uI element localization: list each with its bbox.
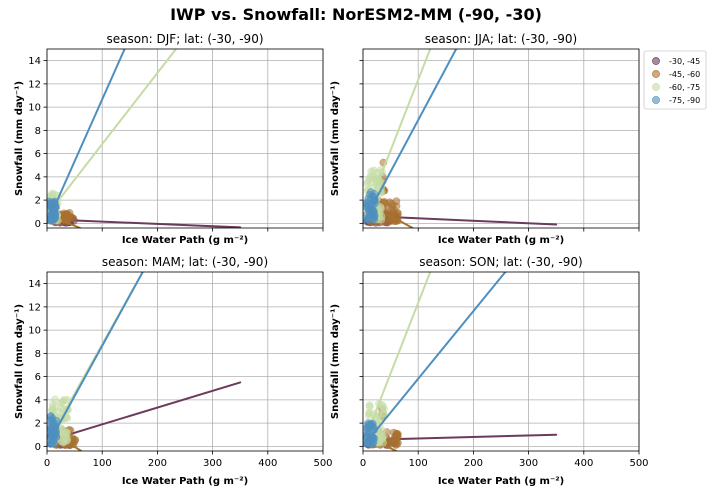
y-tick-label: 10	[28, 103, 41, 114]
y-tick-label: 4	[35, 395, 41, 406]
plot-area	[363, 49, 558, 228]
plot-area	[363, 272, 558, 451]
legend-label: -45, -60	[669, 70, 700, 79]
y-tick-label: 14	[28, 279, 41, 290]
scatter-point	[51, 395, 59, 404]
legend-label: -60, -75	[669, 83, 700, 92]
series-3	[47, 272, 144, 448]
axes-frame	[46, 48, 324, 229]
y-tick-label: 8	[35, 349, 41, 360]
y-tick-label: 2	[35, 196, 41, 207]
x-tick-label: 400	[574, 458, 593, 469]
panel-title: season: JJA; lat: (-30, -90)	[425, 32, 577, 46]
legend-marker	[652, 57, 660, 65]
series-2	[47, 49, 178, 225]
fit-line	[363, 49, 458, 225]
series-3	[47, 49, 126, 225]
fit-line	[47, 218, 242, 228]
fit-line	[363, 272, 507, 448]
y-tick-label: 0	[35, 442, 41, 453]
panel-title: season: SON; lat: (-30, -90)	[419, 255, 582, 269]
y-axis-label: Snowfall (mm day⁻¹)	[14, 81, 25, 196]
panel-3: 0 100 200 300 400 500 season: SON; lat: (-30, …	[330, 255, 649, 487]
legend-marker	[652, 70, 660, 78]
axes-frame	[362, 48, 640, 229]
scatter-point	[59, 397, 68, 406]
panel-2: 0 100 200 300 400 500 0 2 4 6 8 10 12 14 season: MAM; …	[14, 255, 333, 487]
x-tick-label: 0	[360, 458, 366, 469]
scatter-point	[48, 404, 57, 413]
y-tick-label: 12	[28, 79, 41, 90]
plot-area	[47, 272, 242, 451]
panels-group: 0 2 4 6 8 10 12 14 season: DJF; lat: (-30, -90) I…	[14, 32, 649, 487]
y-axis-label: Snowfall (mm day⁻¹)	[330, 304, 341, 419]
x-tick-label: 300	[519, 458, 538, 469]
scatter-point	[377, 212, 386, 221]
x-axis-label: Ice Water Path (g m⁻²)	[122, 235, 248, 246]
y-tick-label: 14	[28, 56, 41, 67]
scatter-point	[71, 436, 80, 444]
panel-0: 0 2 4 6 8 10 12 14 season: DJF; lat: (-30, -90) I…	[14, 32, 324, 246]
x-tick-label: 200	[148, 458, 167, 469]
scatter-point	[388, 201, 397, 210]
series-3	[363, 49, 458, 225]
x-axis-label: Ice Water Path (g m⁻²)	[438, 476, 564, 487]
axes-frame	[362, 271, 640, 452]
y-tick-label: 12	[28, 302, 41, 313]
scatter-point	[380, 405, 388, 413]
x-axis-label: Ice Water Path (g m⁻²)	[122, 476, 248, 487]
legend-label: -75, -90	[669, 96, 700, 105]
fit-line	[47, 381, 242, 443]
x-tick-label: 100	[93, 458, 112, 469]
scatter-point	[47, 416, 54, 425]
y-tick-label: 6	[35, 149, 41, 160]
x-tick-label: 0	[44, 458, 50, 469]
panel-title: season: MAM; lat: (-30, -90)	[102, 255, 268, 269]
scatter-point	[365, 401, 374, 409]
legend: -30, -45 -45, -60 -60, -75 -75, -90	[643, 50, 707, 110]
fit-line	[47, 272, 144, 448]
x-tick-label: 400	[258, 458, 277, 469]
scatter-point	[365, 422, 374, 430]
scatter-point	[366, 172, 375, 180]
legend-marker	[652, 96, 660, 104]
y-tick-label: 2	[35, 419, 41, 430]
figure-suptitle: IWP vs. Snowfall: NorESM2-MM (-90, -30)	[170, 5, 542, 24]
fit-line	[363, 272, 432, 446]
legend-label: -30, -45	[669, 57, 700, 66]
scatter-point	[388, 438, 396, 447]
y-tick-label: 0	[35, 219, 41, 230]
scatter-point	[393, 209, 402, 217]
y-tick-label: 8	[35, 126, 41, 137]
scatter-point	[369, 437, 378, 446]
legend-marker	[652, 83, 660, 91]
y-axis-label: Snowfall (mm day⁻¹)	[14, 304, 25, 419]
fit-line	[47, 49, 126, 225]
x-tick-label: 500	[629, 458, 648, 469]
panel-title: season: DJF; lat: (-30, -90)	[106, 32, 263, 46]
scatter-point	[62, 428, 71, 437]
y-tick-label: 6	[35, 372, 41, 383]
y-axis-label: Snowfall (mm day⁻¹)	[330, 81, 341, 196]
scatter-point	[365, 409, 374, 417]
scatter-point	[63, 436, 71, 445]
x-tick-label: 100	[409, 458, 428, 469]
legend-box	[643, 50, 707, 110]
x-tick-label: 200	[464, 458, 483, 469]
x-tick-label: 300	[203, 458, 222, 469]
x-axis-label: Ice Water Path (g m⁻²)	[438, 235, 564, 246]
scatter-point	[393, 431, 402, 440]
plot-area	[47, 49, 242, 228]
series-3	[363, 272, 507, 448]
panel-1: season: JJA; lat: (-30, -90) Ice Water Pa…	[330, 32, 640, 246]
fit-line	[47, 49, 178, 217]
y-tick-label: 4	[35, 172, 41, 183]
x-tick-label: 500	[313, 458, 332, 469]
y-tick-label: 10	[28, 326, 41, 337]
axes-frame	[46, 271, 324, 452]
